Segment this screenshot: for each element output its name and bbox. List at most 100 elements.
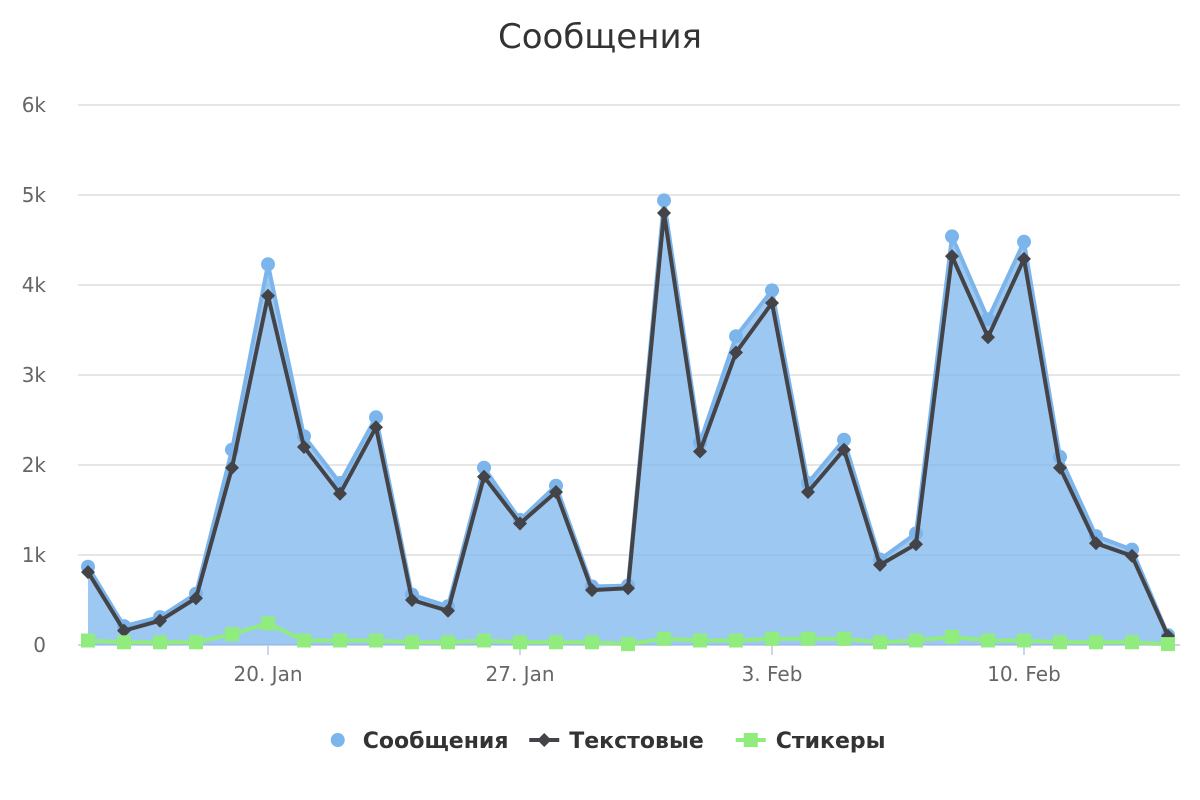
data-point — [153, 613, 167, 628]
data-point — [765, 631, 779, 646]
data-point — [1089, 536, 1103, 551]
data-point — [549, 485, 563, 499]
data-point — [801, 631, 815, 646]
y-tick-label: 5k — [22, 183, 47, 207]
data-point — [657, 631, 671, 646]
data-point — [981, 330, 995, 345]
x-tick-label: 27. Jan — [486, 662, 555, 686]
data-point — [1161, 637, 1175, 652]
data-point — [477, 460, 491, 475]
data-point — [585, 635, 599, 650]
y-axis-tick-labels: 0 1k 2k 3k 4k 5k 6k — [22, 93, 47, 657]
legend-item[interactable]: Сообщения — [330, 729, 509, 754]
legend-symbol — [330, 733, 345, 747]
data-point — [909, 537, 923, 552]
data-point — [693, 444, 707, 459]
data-point — [729, 345, 743, 360]
legend-item[interactable]: Текстовые — [529, 729, 704, 754]
y-tick-label: 6k — [22, 93, 47, 117]
x-tick-label: 20. Jan — [234, 662, 303, 686]
data-point — [873, 635, 887, 650]
x-axis: 20. Jan 27. Jan 3. Feb 10. Feb — [78, 644, 1180, 686]
data-point — [117, 623, 131, 638]
data-point — [729, 633, 743, 648]
data-point — [765, 283, 779, 298]
data-point — [441, 603, 455, 618]
data-point — [981, 312, 995, 327]
data-point — [405, 593, 419, 607]
data-point — [657, 193, 671, 208]
data-point — [837, 442, 851, 457]
data-point — [945, 229, 959, 244]
data-point — [1017, 633, 1031, 648]
data-point — [621, 637, 635, 652]
data-point — [513, 516, 527, 531]
legend-item[interactable]: Стикеры — [735, 729, 886, 754]
legend[interactable]: Сообщения Текстовые Стикеры — [330, 729, 886, 754]
legend-label: Сообщения — [363, 729, 509, 754]
data-point — [1125, 548, 1139, 563]
data-point — [441, 635, 455, 650]
data-point — [225, 460, 239, 475]
x-tick-label: 3. Feb — [742, 662, 803, 686]
data-point — [369, 633, 383, 648]
data-point — [81, 633, 95, 648]
data-point — [585, 583, 599, 598]
data-point — [1125, 635, 1139, 650]
data-point — [873, 557, 887, 572]
data-point — [189, 591, 203, 606]
y-tick-label: 2k — [22, 453, 47, 477]
series-3 — [81, 616, 1175, 652]
data-point — [153, 635, 167, 650]
legend-symbol — [537, 733, 552, 747]
data-point — [945, 629, 959, 644]
data-point — [81, 565, 95, 580]
data-point — [261, 616, 275, 631]
data-point — [369, 420, 383, 435]
data-point — [405, 635, 419, 650]
legend-label: Текстовые — [569, 729, 704, 754]
data-point — [261, 257, 275, 272]
x-tick-label: 10. Feb — [987, 662, 1061, 686]
series-2 — [81, 206, 1175, 643]
data-point — [297, 633, 311, 648]
data-point — [261, 288, 275, 303]
legend-label: Стикеры — [776, 729, 886, 754]
data-point — [1017, 251, 1031, 266]
data-point — [1053, 460, 1067, 475]
data-point — [1053, 635, 1067, 650]
data-point — [621, 581, 635, 596]
y-tick-label: 0 — [33, 633, 46, 657]
data-point — [369, 410, 383, 425]
data-point — [117, 635, 131, 650]
data-point — [333, 486, 347, 501]
data-point — [513, 635, 527, 650]
data-point — [333, 633, 347, 648]
data-point — [765, 296, 779, 310]
data-point — [1017, 234, 1031, 249]
data-point — [477, 469, 491, 484]
legend-symbol — [743, 733, 758, 747]
y-tick-label: 3k — [22, 363, 47, 387]
data-point — [801, 485, 815, 499]
data-point — [693, 633, 707, 648]
plot-area — [81, 193, 1175, 652]
data-point — [729, 329, 743, 344]
series-area — [88, 200, 1168, 645]
data-point — [297, 440, 311, 454]
y-tick-label: 4k — [22, 273, 47, 297]
data-point — [657, 206, 671, 220]
data-point — [909, 633, 923, 648]
data-point — [837, 631, 851, 646]
data-point — [189, 635, 203, 650]
data-point — [549, 635, 563, 650]
data-point — [837, 432, 851, 447]
data-point — [945, 249, 959, 264]
data-point — [225, 627, 239, 642]
data-point — [981, 633, 995, 648]
chart-title: Сообщения — [498, 17, 702, 57]
data-point — [477, 633, 491, 648]
y-tick-label: 1k — [22, 543, 47, 567]
data-point — [1089, 635, 1103, 650]
